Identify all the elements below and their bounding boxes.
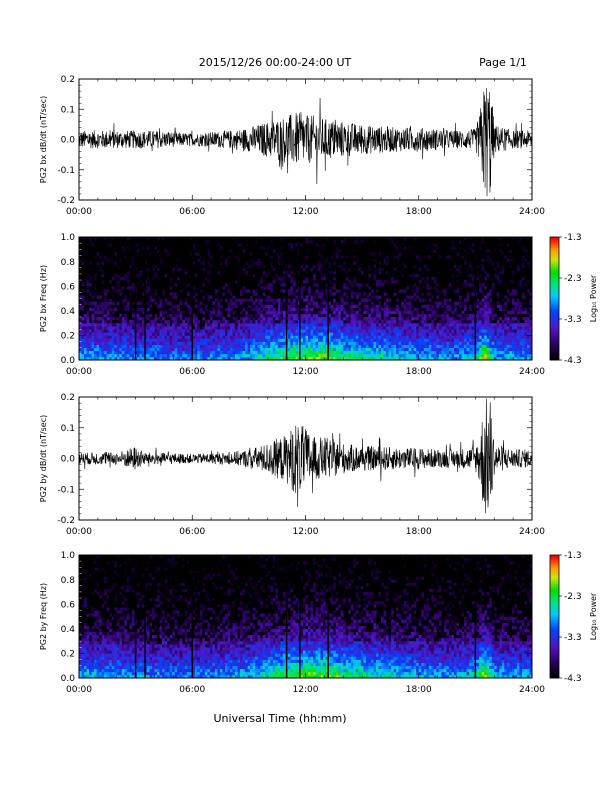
y-tick-label: -0.2 xyxy=(57,516,75,526)
y-tick-label: 0.0 xyxy=(61,136,76,146)
x-tick-label: 18:00 xyxy=(406,367,432,377)
spectrogram-cells xyxy=(79,237,533,361)
y-tick-label: 1.0 xyxy=(61,233,76,243)
y-tick-label: 0.2 xyxy=(61,650,75,660)
x-tick-label: 00:00 xyxy=(66,207,92,217)
colorbar-tick-label: -2.3 xyxy=(564,274,582,284)
x-tick-label: 06:00 xyxy=(179,207,205,217)
x-tick-label: 06:00 xyxy=(179,367,205,377)
series-line xyxy=(79,88,532,197)
colorbar-frame xyxy=(549,554,560,679)
colorbar: -1.3 -2.3 -3.3 -4.3 Log₁₀ Power xyxy=(549,233,598,366)
y-tick-label: 0.0 xyxy=(61,455,76,465)
y-tick-label: 0.8 xyxy=(61,576,76,586)
x-tick-label: 00:00 xyxy=(66,527,92,537)
colorbar-tick-label: -3.3 xyxy=(564,633,582,643)
y-axis-label: PG2 by dB/dt (nT/sec) xyxy=(39,415,48,502)
timeseries-panel: 00:00 06:00 12:00 18:00 24:00 -0.2 -0.1 0.0 0.1 0… xyxy=(39,75,545,217)
colorbar-frame xyxy=(549,236,560,361)
y-tick-label: 0.2 xyxy=(61,393,75,403)
x-tick-label: 00:00 xyxy=(66,685,92,695)
x-tick-label: 24:00 xyxy=(519,367,545,377)
y-tick-label: 0.4 xyxy=(61,307,76,317)
y-tick-label: -0.1 xyxy=(57,485,75,495)
colorbar-tick-label: -4.3 xyxy=(564,356,582,366)
y-tick-label: -0.2 xyxy=(57,196,75,206)
y-tick-label: 0.8 xyxy=(61,258,76,268)
x-tick-label: 12:00 xyxy=(293,527,319,537)
y-axis-label: PG2 by Freq (Hz) xyxy=(39,583,48,650)
x-tick-label: 12:00 xyxy=(293,685,319,695)
x-tick-label: 06:00 xyxy=(179,685,205,695)
x-tick-label: 12:00 xyxy=(293,367,319,377)
colorbar-tick-label: -2.3 xyxy=(564,592,582,602)
y-tick-label: 0.6 xyxy=(61,600,76,610)
colorbar-label: Log₁₀ Power xyxy=(589,592,598,640)
x-tick-label: 00:00 xyxy=(66,367,92,377)
x-tick-label: 18:00 xyxy=(406,207,432,217)
page-indicator: Page 1/1 xyxy=(479,56,527,69)
y-tick-label: 0.2 xyxy=(61,75,75,85)
y-tick-label: 0.2 xyxy=(61,332,75,342)
x-tick-label: 12:00 xyxy=(293,207,319,217)
spectrogram-panel: 00:00 06:00 12:00 18:00 24:00 0.0 0.2 0.4 0.6 0.8… xyxy=(39,233,598,377)
colorbar-tick-label: -4.3 xyxy=(564,674,582,684)
colorbar: -1.3 -2.3 -3.3 -4.3 Log₁₀ Power xyxy=(549,551,598,684)
x-tick-label: 18:00 xyxy=(406,685,432,695)
series-line xyxy=(79,398,532,514)
y-tick-label: 1.0 xyxy=(61,551,76,561)
colorbar-tick-label: -1.3 xyxy=(564,233,582,243)
figure-title: 2015/12/26 00:00-24:00 UT xyxy=(199,56,352,69)
y-tick-label: 0.4 xyxy=(61,625,76,635)
x-tick-label: 18:00 xyxy=(406,527,432,537)
y-tick-label: 0.6 xyxy=(61,282,76,292)
colorbar-label: Log₁₀ Power xyxy=(589,274,598,322)
y-tick-label: 0.0 xyxy=(61,356,76,366)
x-axis-label: Universal Time (hh:mm) xyxy=(214,712,347,725)
x-tick-label: 06:00 xyxy=(179,527,205,537)
x-tick-label: 24:00 xyxy=(519,685,545,695)
timeseries-panel: 00:00 06:00 12:00 18:00 24:00 -0.2 -0.1 0.0 0.1 0… xyxy=(39,393,545,537)
y-tick-label: -0.1 xyxy=(57,166,75,176)
y-axis-label: PG2 bx dB/dt (nT/sec) xyxy=(39,96,48,183)
spectrogram-panel: 00:00 06:00 12:00 18:00 24:00 0.0 0.2 0.4 0.6 0.8… xyxy=(39,551,598,695)
colorbar-tick-label: -3.3 xyxy=(564,315,582,325)
y-tick-label: 0.1 xyxy=(61,105,75,115)
colorbar-tick-label: -1.3 xyxy=(564,551,582,561)
y-tick-label: 0.0 xyxy=(61,674,76,684)
y-axis-label: PG2 bx Freq (Hz) xyxy=(39,265,48,332)
x-tick-label: 24:00 xyxy=(519,527,545,537)
spectrogram-cells xyxy=(79,555,533,679)
x-tick-label: 24:00 xyxy=(519,207,545,217)
y-tick-label: 0.1 xyxy=(61,424,75,434)
